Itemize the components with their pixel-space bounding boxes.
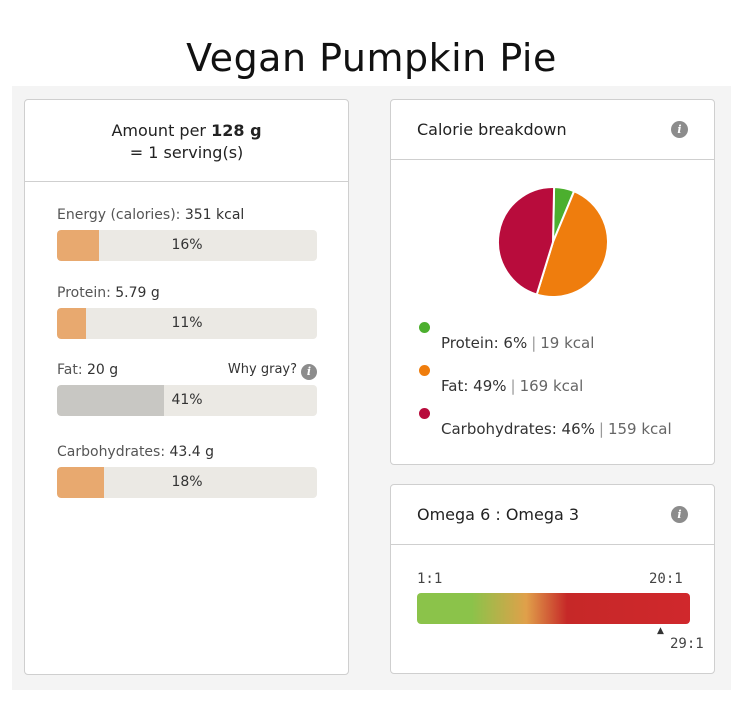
info-icon[interactable]: i	[301, 364, 317, 380]
nutrient-protein: Protein: 5.79 g 11%	[57, 283, 317, 339]
legend-dot	[419, 408, 430, 419]
legend-kcal: 169 kcal	[519, 377, 584, 395]
nutrient-label: Carbohydrates: 43.4 g	[57, 442, 317, 462]
calorie-breakdown-title: Calorie breakdown	[417, 120, 567, 139]
legend-kcal: 19 kcal	[540, 334, 595, 352]
why-gray-link[interactable]: Why gray? i	[228, 360, 317, 380]
why-gray-label[interactable]: Why gray?	[227, 362, 297, 377]
nutrient-bar: 16%	[57, 230, 317, 261]
info-icon[interactable]: i	[671, 506, 688, 523]
amount-grams: 128 g	[211, 121, 262, 140]
nutrient-percent: 16%	[171, 237, 203, 253]
nutrient-carbohydrates: Carbohydrates: 43.4 g 18%	[57, 442, 317, 498]
nutrient-value: 20 g	[87, 362, 119, 378]
pie-slice-2	[497, 186, 556, 296]
nutrient-label: Energy (calories): 351 kcal	[57, 205, 317, 225]
pie-slice-1	[535, 189, 609, 298]
nutrient-fat: Fat: 20 g Why gray? i 41%	[57, 360, 317, 416]
nutrient-percent: 18%	[171, 474, 203, 490]
omega-value-label: 29:1	[670, 636, 704, 652]
nutrient-name: Fat:	[57, 362, 83, 378]
omega-ratio-card: Omega 6 : Omega 3 i 1:1 20:1 ▲ 29:1	[390, 484, 715, 674]
legend-label: Carbohydrates: 46%	[441, 420, 595, 438]
legend-dot	[419, 365, 430, 376]
omega-max-label: 20:1	[649, 571, 683, 587]
omega-marker-icon: ▲	[657, 626, 664, 636]
nutrient-value: 5.79 g	[115, 285, 160, 301]
nutrient-name: Protein:	[57, 285, 111, 301]
nutrient-bar-fill	[57, 230, 99, 261]
nutrient-bar-fill	[57, 308, 86, 339]
legend-kcal: 159 kcal	[607, 420, 672, 438]
nutrient-name: Energy (calories):	[57, 207, 181, 223]
calorie-pie-chart	[497, 186, 609, 298]
nutrient-value: 351 kcal	[184, 207, 245, 223]
nutrient-bar: 11%	[57, 308, 317, 339]
amount-prefix: Amount per	[111, 121, 212, 140]
nutrient-name: Carbohydrates:	[57, 444, 166, 460]
nutrient-bar: 41%	[57, 385, 317, 416]
nutrient-energy: Energy (calories): 351 kcal 16%	[57, 205, 317, 261]
page-title: Vegan Pumpkin Pie	[186, 36, 557, 80]
calorie-breakdown-header: Calorie breakdown i	[391, 100, 714, 160]
nutrient-bar-fill	[57, 467, 104, 498]
omega-header: Omega 6 : Omega 3 i	[391, 485, 714, 545]
nutrient-label: Fat: 20 g Why gray? i	[57, 360, 317, 380]
nutrition-card: Amount per 128 g = 1 serving(s) Energy (…	[24, 99, 349, 675]
nutrient-label: Protein: 5.79 g	[57, 283, 317, 303]
legend-label: Protein: 6%	[441, 334, 528, 352]
omega-title: Omega 6 : Omega 3	[417, 505, 580, 524]
nutrient-percent: 11%	[171, 315, 203, 331]
nutrient-value: 43.4 g	[169, 444, 215, 460]
omega-gradient-bar	[417, 593, 690, 624]
legend-label: Fat: 49%	[441, 377, 507, 395]
amount-line: Amount per 128 g	[25, 120, 348, 142]
amount-header: Amount per 128 g = 1 serving(s)	[25, 100, 348, 182]
serving-line: = 1 serving(s)	[129, 143, 244, 162]
info-icon[interactable]: i	[671, 121, 688, 138]
legend-dot	[419, 322, 430, 333]
nutrient-bar: 18%	[57, 467, 317, 498]
omega-min-label: 1:1	[417, 571, 443, 587]
nutrient-percent: 41%	[171, 392, 203, 408]
calorie-breakdown-card: Calorie breakdown i Protein: 6% | 19 kcal …	[390, 99, 715, 465]
nutrient-bar-fill	[57, 385, 164, 416]
